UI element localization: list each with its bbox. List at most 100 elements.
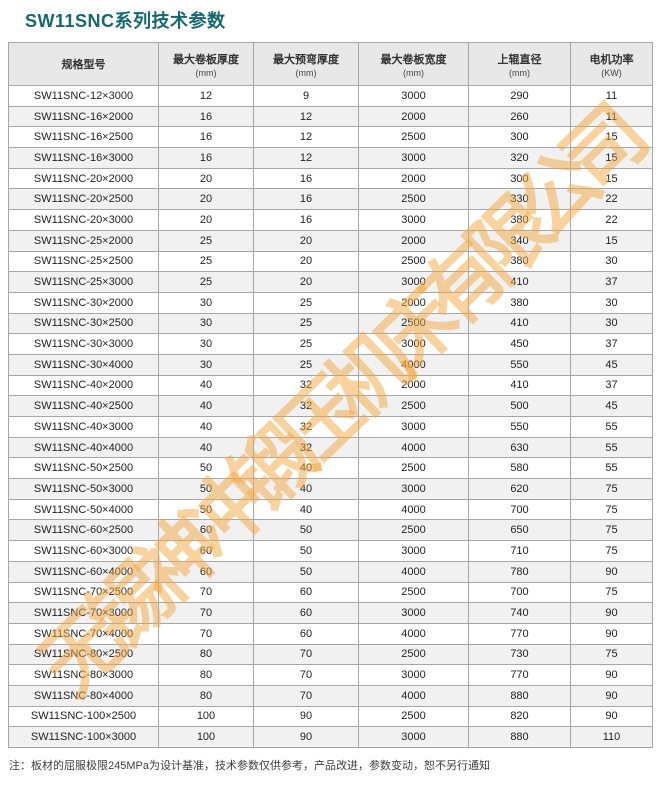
value-cell: 55 xyxy=(570,436,653,459)
value-cell: 380 xyxy=(468,250,571,273)
value-cell: 2000 xyxy=(358,167,469,190)
table-row: SW11SNC-70×2500 70 60 2500 700 75 xyxy=(8,581,653,604)
value-cell: 30 xyxy=(570,291,653,314)
value-cell: 410 xyxy=(468,374,571,397)
model-cell: SW11SNC-80×2500 xyxy=(8,643,159,666)
value-cell: 820 xyxy=(468,705,571,728)
value-cell: 70 xyxy=(158,581,254,604)
value-cell: 30 xyxy=(158,353,254,376)
value-cell: 3000 xyxy=(358,147,469,169)
value-cell: 20 xyxy=(158,167,254,190)
column-header-1: 最大卷板厚度 (mm) xyxy=(158,42,254,86)
table-row: SW11SNC-70×4000 70 60 4000 770 90 xyxy=(8,622,653,645)
value-cell: 2500 xyxy=(358,395,469,417)
table-row: SW11SNC-40×3000 40 32 3000 550 55 xyxy=(8,416,653,438)
value-cell: 12 xyxy=(253,147,359,169)
column-unit: (mm) xyxy=(403,67,424,78)
column-unit: (mm) xyxy=(295,67,317,78)
table-row: SW11SNC-25×3000 25 20 3000 410 37 xyxy=(8,271,653,293)
value-cell: 4000 xyxy=(358,622,469,645)
value-cell: 2500 xyxy=(358,126,469,149)
column-unit: (mm) xyxy=(509,67,530,78)
model-cell: SW11SNC-30×3000 xyxy=(8,333,159,355)
value-cell: 4000 xyxy=(358,684,469,707)
table-row: SW11SNC-16×2000 16 12 2000 260 11 xyxy=(8,105,653,128)
model-cell: SW11SNC-70×2500 xyxy=(8,581,159,604)
value-cell: 100 xyxy=(158,726,254,748)
value-cell: 20 xyxy=(158,209,254,231)
value-cell: 40 xyxy=(253,478,359,500)
table-row: SW11SNC-80×4000 80 70 4000 880 90 xyxy=(8,684,653,707)
model-cell: SW11SNC-25×2000 xyxy=(8,229,159,252)
value-cell: 37 xyxy=(570,333,653,355)
value-cell: 550 xyxy=(468,416,571,438)
value-cell: 45 xyxy=(570,353,653,376)
value-cell: 25 xyxy=(158,229,254,252)
table-body: SW11SNC-12×3000 12 9 3000 290 11 SW11SNC-16×20… xyxy=(8,85,653,748)
value-cell: 20 xyxy=(253,229,359,252)
value-cell: 90 xyxy=(253,705,359,728)
value-cell: 3000 xyxy=(358,209,469,231)
value-cell: 16 xyxy=(158,105,254,128)
value-cell: 320 xyxy=(468,147,571,169)
table-row: SW11SNC-100×3000 100 90 3000 880 110 xyxy=(8,726,653,748)
table-row: SW11SNC-30×4000 30 25 4000 550 45 xyxy=(8,353,653,376)
value-cell: 25 xyxy=(158,250,254,273)
value-cell: 780 xyxy=(468,560,571,583)
value-cell: 11 xyxy=(570,85,653,107)
value-cell: 20 xyxy=(253,250,359,273)
table-row: SW11SNC-25×2000 25 20 2000 340 15 xyxy=(8,229,653,252)
value-cell: 2500 xyxy=(358,581,469,604)
column-unit: (mm) xyxy=(195,67,217,78)
table-row: SW11SNC-30×2500 30 25 2500 410 30 xyxy=(8,312,653,335)
value-cell: 300 xyxy=(468,167,571,190)
value-cell: 25 xyxy=(158,271,254,293)
value-cell: 16 xyxy=(253,209,359,231)
table-row: SW11SNC-50×4000 50 40 4000 700 75 xyxy=(8,498,653,521)
value-cell: 100 xyxy=(158,705,254,728)
value-cell: 90 xyxy=(570,560,653,583)
model-cell: SW11SNC-30×4000 xyxy=(8,353,159,376)
value-cell: 25 xyxy=(253,291,359,314)
value-cell: 75 xyxy=(570,540,653,562)
value-cell: 2500 xyxy=(358,312,469,335)
value-cell: 2500 xyxy=(358,188,469,211)
value-cell: 550 xyxy=(468,353,571,376)
model-cell: SW11SNC-60×2500 xyxy=(8,519,159,542)
value-cell: 700 xyxy=(468,581,571,604)
value-cell: 90 xyxy=(570,684,653,707)
value-cell: 30 xyxy=(158,312,254,335)
table-row: SW11SNC-30×3000 30 25 3000 450 37 xyxy=(8,333,653,355)
value-cell: 45 xyxy=(570,395,653,417)
model-cell: SW11SNC-60×4000 xyxy=(8,560,159,583)
model-cell: SW11SNC-100×2500 xyxy=(8,705,159,728)
value-cell: 16 xyxy=(253,188,359,211)
value-cell: 340 xyxy=(468,229,571,252)
value-cell: 30 xyxy=(158,291,254,314)
value-cell: 730 xyxy=(468,643,571,666)
column-label: 上辊直径 xyxy=(497,53,542,66)
value-cell: 37 xyxy=(570,374,653,397)
value-cell: 450 xyxy=(468,333,571,355)
value-cell: 290 xyxy=(468,85,571,107)
value-cell: 50 xyxy=(253,519,359,542)
value-cell: 3000 xyxy=(358,416,469,438)
value-cell: 75 xyxy=(570,519,653,542)
value-cell: 40 xyxy=(253,498,359,521)
model-cell: SW11SNC-40×2000 xyxy=(8,374,159,397)
table-row: SW11SNC-40×2000 40 32 2000 410 37 xyxy=(8,374,653,397)
value-cell: 40 xyxy=(158,416,254,438)
value-cell: 410 xyxy=(468,271,571,293)
value-cell: 300 xyxy=(468,126,571,149)
model-cell: SW11SNC-25×2500 xyxy=(8,250,159,273)
value-cell: 80 xyxy=(158,664,254,686)
value-cell: 20 xyxy=(253,271,359,293)
table-row: SW11SNC-40×2500 40 32 2500 500 45 xyxy=(8,395,653,417)
value-cell: 3000 xyxy=(358,478,469,500)
value-cell: 32 xyxy=(253,374,359,397)
model-cell: SW11SNC-16×2000 xyxy=(8,105,159,128)
value-cell: 60 xyxy=(253,622,359,645)
value-cell: 40 xyxy=(253,457,359,480)
value-cell: 90 xyxy=(570,602,653,624)
column-label: 最大卷板厚度 xyxy=(173,53,239,66)
